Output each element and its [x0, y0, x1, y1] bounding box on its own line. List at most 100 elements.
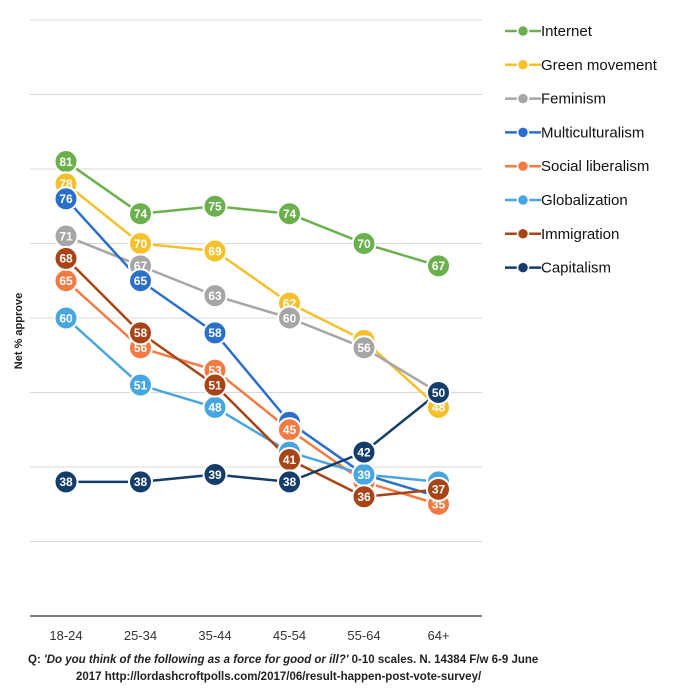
data-point	[53, 469, 79, 495]
data-point	[202, 320, 228, 346]
legend-marker	[516, 92, 530, 105]
data-point	[426, 476, 451, 502]
data-label: 38	[134, 475, 148, 489]
data-point	[351, 231, 377, 256]
data-label: 76	[59, 192, 73, 206]
series-points: 68 58 51 41 36 37	[53, 245, 451, 510]
data-label: 48	[208, 401, 222, 415]
data-point	[202, 193, 228, 219]
x-tick-label: 35-44	[198, 628, 231, 643]
legend-label: Social liberalism	[541, 158, 649, 175]
footnote-line1: 0-10 scales. N. 14384 F/w 6-9 June	[348, 654, 539, 666]
x-axis: 18-24 25-34 35-44 45-54 55-64 64+	[49, 628, 449, 643]
footnote: Q: 'Do you think of the following as a f…	[28, 652, 668, 686]
data-point	[277, 305, 302, 331]
data-label: 50	[432, 386, 446, 400]
data-label: 70	[134, 237, 148, 251]
data-label: 74	[134, 207, 148, 221]
legend-marker	[516, 193, 530, 207]
legend-marker	[516, 24, 530, 38]
data-label: 58	[134, 326, 148, 340]
legend-item: Feminism	[505, 91, 606, 108]
data-point	[128, 268, 153, 294]
data-label: 81	[59, 155, 73, 169]
x-tick-label: 55-64	[347, 628, 380, 643]
series-capitalism	[66, 391, 440, 484]
data-label: 41	[283, 453, 297, 467]
data-label: 70	[357, 237, 371, 251]
legend-marker	[516, 58, 530, 72]
data-label: 68	[59, 252, 73, 266]
legend-label: Green movement	[541, 57, 658, 74]
data-point	[202, 283, 228, 309]
data-point	[351, 439, 377, 465]
legend-item: Social liberalism	[505, 158, 649, 175]
series-line	[65, 234, 440, 394]
data-label: 58	[208, 326, 222, 340]
data-point	[202, 461, 228, 487]
grid-lines	[30, 19, 482, 617]
series-social-liberalism	[65, 279, 439, 506]
data-point	[53, 186, 79, 212]
x-tick-label: 64+	[427, 628, 449, 643]
legend: Internet Green movement Feminism Multicultu…	[505, 23, 658, 277]
data-label: 51	[134, 378, 148, 392]
series-layer: 8174757470677870696257487167636056507665…	[53, 149, 451, 517]
data-label: 56	[357, 341, 371, 355]
data-point	[426, 253, 451, 279]
data-point	[277, 469, 302, 495]
series-internet	[65, 160, 439, 268]
footnote-question: 'Do you think of the following as a forc…	[43, 654, 349, 666]
legend-label: Internet	[541, 23, 593, 40]
x-tick-label: 25-34	[124, 628, 157, 643]
series-points: 81 74 75 74 70 67	[53, 149, 451, 279]
series-feminism	[65, 234, 440, 394]
data-point	[277, 201, 302, 227]
x-tick-label: 18-24	[49, 628, 82, 643]
data-label: 51	[208, 378, 222, 392]
series-points: 766558463936	[53, 186, 451, 510]
legend-label: Globalization	[541, 192, 628, 209]
data-point	[202, 238, 228, 264]
data-point	[351, 335, 377, 361]
data-label: 39	[357, 468, 371, 482]
data-label: 65	[134, 274, 148, 288]
series-line	[65, 160, 439, 268]
legend-marker	[516, 227, 530, 241]
data-label: 38	[59, 475, 73, 489]
data-label: 63	[208, 289, 222, 303]
legend-marker	[516, 159, 530, 173]
data-point	[53, 245, 79, 271]
series-points: 38 38 39 38 42 50	[53, 380, 451, 495]
footnote-prefix: Q:	[28, 654, 44, 666]
data-point	[53, 305, 79, 331]
data-label: 69	[208, 244, 222, 258]
data-label: 38	[283, 475, 297, 489]
data-point	[128, 469, 153, 495]
legend-label: Immigration	[541, 226, 619, 243]
y-axis-label: Net % approve	[13, 293, 25, 369]
legend-item: Multiculturalism	[505, 124, 644, 141]
legend-label: Capitalism	[541, 260, 611, 277]
data-point	[426, 380, 451, 405]
legend-marker	[516, 126, 530, 139]
data-label: 65	[59, 274, 73, 288]
data-label: 37	[432, 483, 446, 497]
data-label: 74	[283, 207, 297, 221]
series-line	[66, 391, 440, 484]
data-point	[128, 320, 153, 346]
data-label: 42	[357, 445, 371, 459]
data-label: 75	[208, 200, 222, 214]
data-label: 39	[208, 468, 222, 482]
data-point	[128, 201, 153, 227]
legend-item: Immigration	[505, 226, 619, 243]
legend-item: Green movement	[505, 57, 658, 74]
data-label: 71	[59, 229, 73, 243]
legend-item: Internet	[505, 23, 593, 40]
legend-label: Feminism	[541, 91, 606, 108]
series-green-movement	[65, 182, 440, 409]
data-label: 60	[59, 311, 73, 325]
series-line	[65, 279, 439, 506]
data-point	[351, 484, 377, 510]
data-point	[202, 372, 228, 398]
